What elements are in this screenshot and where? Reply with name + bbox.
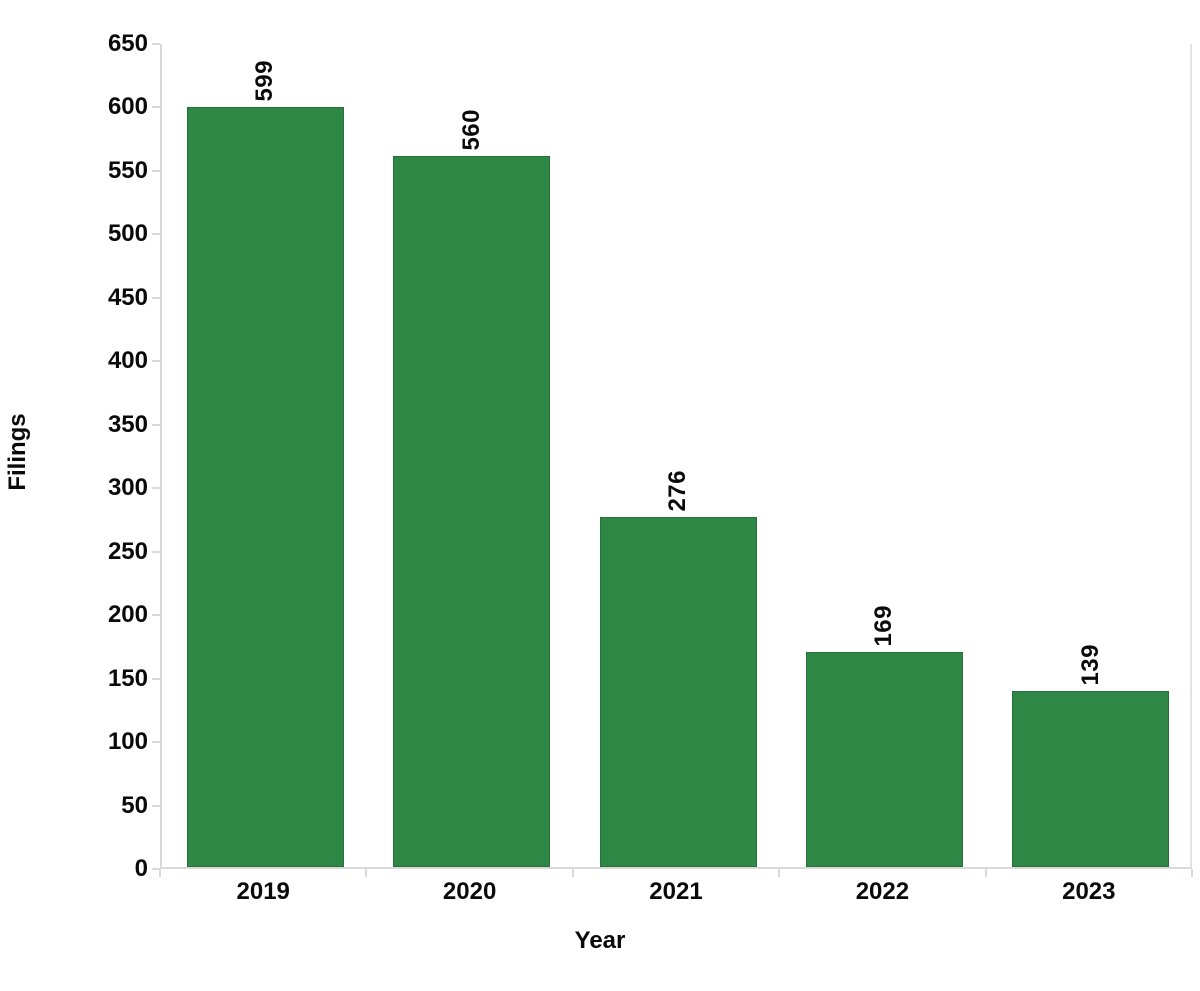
y-tick-label-400: 400: [107, 347, 148, 375]
x-category-label-2022: 2022: [855, 878, 910, 905]
x-category-label-2023: 2023: [1062, 878, 1116, 905]
y-axis-title: Filings: [4, 413, 31, 491]
y-tick-mark-0: [152, 868, 160, 870]
plot-area: 599 560 276 169 139: [160, 44, 1192, 869]
y-tick-label-250: 250: [107, 537, 148, 565]
x-category-label-2021: 2021: [649, 878, 703, 905]
x-tick-mark-1: [365, 869, 368, 877]
y-tick-label-450: 450: [107, 283, 148, 311]
bar-2021: [599, 517, 757, 867]
value-label-2021: 276: [664, 470, 691, 512]
y-tick-mark-150: [152, 677, 160, 680]
x-tick-mark-4: [984, 869, 987, 877]
y-tick-mark-300: [152, 487, 160, 490]
y-tick-label-600: 600: [107, 93, 148, 121]
y-tick-mark-250: [152, 550, 160, 553]
y-tick-label-650: 650: [107, 30, 148, 57]
y-tick-label-0: 0: [134, 855, 148, 882]
x-category-label-2020: 2020: [442, 878, 497, 905]
y-tick-mark-500: [152, 233, 160, 236]
y-tick-label-100: 100: [107, 728, 148, 756]
y-tick-mark-350: [152, 423, 160, 426]
y-tick-label-500: 500: [107, 220, 148, 248]
value-label-2019: 599: [251, 60, 279, 102]
y-tick-mark-50: [152, 804, 160, 807]
y-tick-label-150: 150: [107, 664, 148, 692]
x-category-label-2019: 2019: [236, 878, 290, 905]
y-tick-mark-100: [152, 741, 160, 744]
x-tick-mark-0: [159, 869, 161, 877]
x-axis-title: Year: [574, 927, 626, 954]
value-label-2023: 139: [1076, 644, 1104, 686]
y-tick-mark-550: [152, 169, 160, 172]
bar-2020: [393, 156, 551, 867]
y-tick-mark-450: [152, 296, 160, 299]
x-tick-mark-3: [778, 869, 781, 877]
y-tick-label-350: 350: [107, 410, 148, 438]
value-label-2020: 560: [457, 109, 485, 151]
y-tick-label-50: 50: [121, 791, 148, 819]
value-label-2022: 169: [870, 605, 898, 647]
y-tick-label-300: 300: [107, 474, 148, 502]
bar-2023: [1012, 691, 1170, 867]
bar-2022: [805, 652, 963, 867]
y-tick-label-550: 550: [107, 156, 148, 184]
y-tick-mark-200: [152, 614, 160, 617]
y-tick-mark-650: [152, 43, 160, 45]
y-tick-label-200: 200: [107, 601, 148, 629]
x-tick-mark-5: [1191, 869, 1193, 877]
x-tick-mark-2: [571, 869, 574, 877]
y-tick-mark-400: [152, 360, 160, 363]
y-tick-mark-600: [152, 106, 160, 109]
bar-2019: [186, 107, 344, 867]
